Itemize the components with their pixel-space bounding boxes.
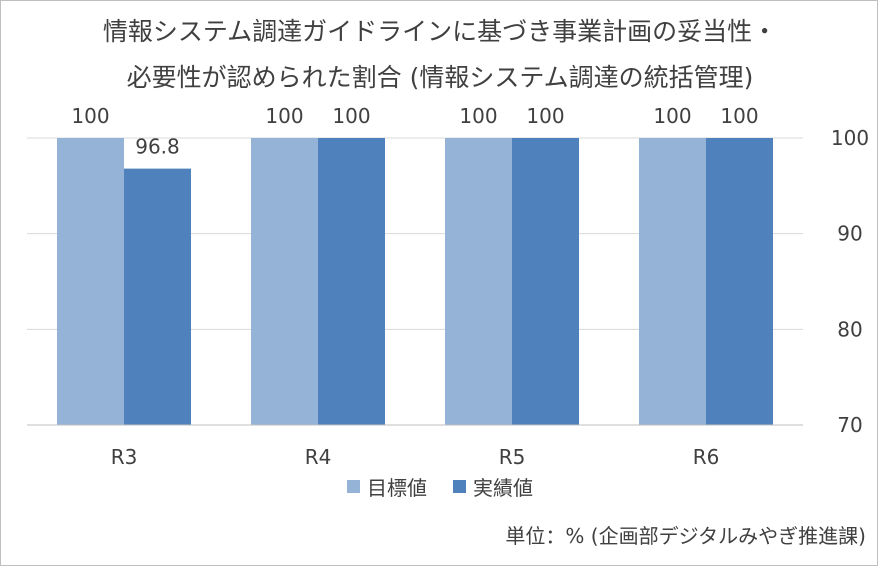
bar-actual-r4 [318, 138, 385, 425]
y-tick-label: 100 [831, 126, 869, 150]
legend-swatch-target [347, 480, 360, 493]
x-tick-label: R3 [111, 445, 138, 469]
bar-actual-r5 [512, 138, 579, 425]
legend-label-target: 目標値 [367, 476, 427, 500]
chart-title-line-1: 情報システム調達ガイドラインに基づき事業計画の妥当性・ [102, 17, 778, 46]
legend-item-target: 目標値 [347, 472, 427, 501]
legend-label-actual: 実績値 [473, 476, 533, 500]
y-tick-label: 90 [837, 222, 862, 246]
y-tick-label: 70 [837, 413, 862, 437]
data-label: 100 [653, 104, 691, 128]
data-label: 96.8 [135, 135, 180, 159]
unit-source-note: 単位：% (企画部デジタルみやぎ推進課) [505, 524, 866, 548]
data-label: 100 [265, 104, 303, 128]
legend-swatch-actual [453, 480, 466, 493]
data-label: 100 [71, 104, 109, 128]
x-tick-label: R5 [499, 445, 526, 469]
data-label: 100 [332, 104, 370, 128]
y-tick-label: 80 [837, 317, 862, 341]
legend-item-actual: 実績値 [453, 472, 533, 501]
bar-actual-r3 [124, 168, 191, 425]
x-tick-label: R4 [305, 445, 332, 469]
data-label: 100 [720, 104, 758, 128]
bar-target-r4 [251, 138, 318, 425]
data-label: 100 [459, 104, 497, 128]
bar-target-r6 [639, 138, 706, 425]
legend: 目標値 実績値 [0, 472, 880, 501]
data-label: 100 [526, 104, 564, 128]
chart-title-line-2: 必要性が認められた割合 (情報システム調達の統括管理) [126, 63, 754, 92]
bar-target-r3 [57, 138, 124, 425]
bar-target-r5 [445, 138, 512, 425]
x-tick-label: R6 [693, 445, 720, 469]
bar-actual-r6 [706, 138, 773, 425]
